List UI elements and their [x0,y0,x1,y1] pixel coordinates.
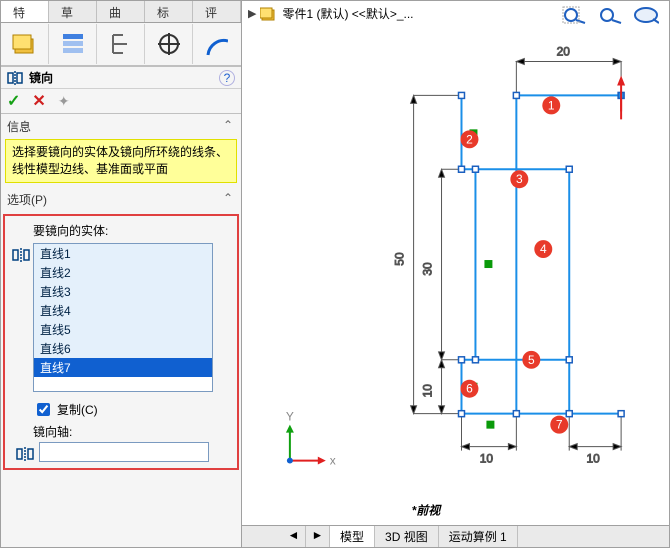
options-heading: 选项(P) ⌃ [1,187,241,212]
tab-3dview[interactable]: 3D 视图 [375,526,439,547]
copy-checkbox[interactable] [37,403,50,416]
list-item[interactable]: 直线7 [34,358,212,377]
config-manager-icon[interactable] [97,24,145,64]
dim-10c: 10 [421,384,435,398]
zoom-area-icon[interactable] [597,5,623,25]
tab-annotate[interactable]: 标注 [145,1,193,22]
mirror-axis-icon [13,442,37,462]
tree-expand-icon[interactable]: ▶ [248,7,256,20]
svg-text:3: 3 [516,172,523,186]
list-item[interactable]: 直线1 [34,244,212,263]
ok-button[interactable]: ✓ [7,91,20,111]
dim-10: 10 [480,452,494,466]
property-manager-icon[interactable] [49,24,97,64]
part-name[interactable]: 零件1 (默认) <<默认>_... [282,5,413,22]
copy-row: 复制(C) [33,400,233,419]
view-tools [561,5,659,25]
dim-30: 30 [421,262,435,276]
svg-text:Y: Y [286,410,294,424]
info-message: 选择要镜向的实体及镜向所环绕的线条、线性模型边线、基准面或平面 [5,139,237,183]
tab-surface[interactable]: 曲面 [97,1,145,22]
mirror-entities-icon [9,243,33,392]
part-icon [260,6,278,22]
dim-20: 20 [557,45,571,59]
collapse-info-icon[interactable]: ⌃ [223,118,233,132]
render-icon[interactable] [193,24,241,64]
list-item-empty[interactable] [34,377,212,391]
list-item[interactable]: 直线4 [34,301,212,320]
axis-input[interactable] [39,442,209,462]
svg-text:x: x [330,454,336,468]
view-name: *前视 [412,503,443,517]
dim-50: 50 [393,252,407,266]
list-item[interactable]: 直线5 [34,320,212,339]
svg-text:6: 6 [466,382,473,396]
tab-features[interactable]: 特征 [1,1,49,22]
feature-header: 镜向 ? [1,67,241,89]
svg-text:1: 1 [548,98,555,112]
magnify-icon[interactable] [633,5,659,25]
list-item[interactable]: 直线6 [34,339,212,358]
list-item[interactable]: 直线2 [34,263,212,282]
tab-sketch[interactable]: 草图 [49,1,97,22]
zoom-fit-icon[interactable] [561,5,587,25]
tab-motion[interactable]: 运动算例 1 [439,526,518,547]
graphics-area[interactable]: 20 50 30 10 10 10 [242,29,669,523]
tab-scroll-right[interactable]: ► [306,526,330,547]
svg-text:2: 2 [466,132,473,146]
help-icon[interactable]: ? [219,70,235,86]
feature-manager-icon[interactable] [1,24,49,64]
tab-evaluate[interactable]: 评估 [193,1,241,22]
list-item[interactable]: 直线3 [34,282,212,301]
bottom-tabs: ◄ ► 模型 3D 视图 运动算例 1 [242,525,669,547]
entities-label: 要镜向的实体: [33,222,233,239]
options-panel: 要镜向的实体: 直线1 直线2 直线3 直线4 直线5 直线6 直线7 [3,214,239,470]
svg-text:7: 7 [556,418,563,432]
options-heading-text: 选项(P) [7,193,47,207]
collapse-options-icon[interactable]: ⌃ [223,191,233,205]
dimxpert-icon[interactable] [145,24,193,64]
sketch-tabs: 特征 草图 曲面 标注 评估 [1,1,241,23]
mirror-icon [7,70,23,86]
axis-label: 镜向轴: [33,423,233,440]
confirm-row: ✓ ✕ ✦ [1,89,241,113]
info-heading: 信息 ⌃ [1,114,241,139]
tab-model[interactable]: 模型 [330,526,375,547]
tab-scroll-left[interactable]: ◄ [282,526,306,547]
copy-label: 复制(C) [57,401,98,418]
feature-title: 镜向 [29,69,219,86]
info-heading-text: 信息 [7,120,31,134]
dim-10b: 10 [587,452,601,466]
manager-tabs [1,23,241,67]
entities-listbox[interactable]: 直线1 直线2 直线3 直线4 直线5 直线6 直线7 [33,243,213,392]
svg-text:5: 5 [528,353,535,367]
pin-button[interactable]: ✦ [58,93,70,110]
svg-text:4: 4 [540,242,547,256]
cancel-button[interactable]: ✕ [32,91,45,111]
